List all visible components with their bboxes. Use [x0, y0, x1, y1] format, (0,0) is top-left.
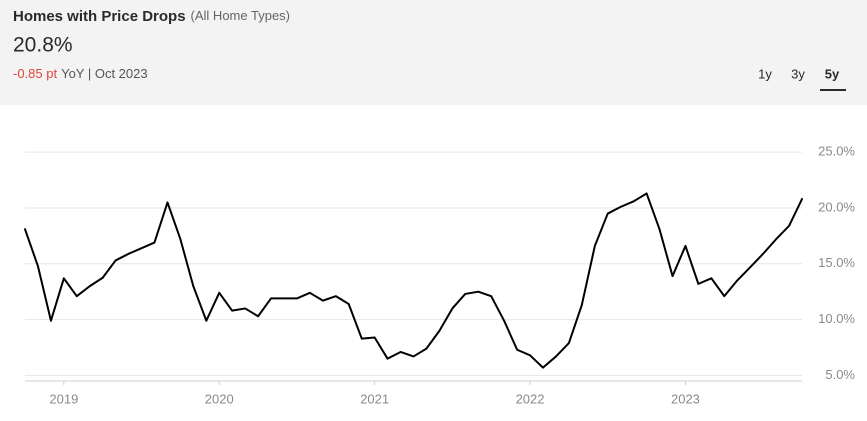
x-tick-label: 2022 — [516, 391, 545, 406]
header-value: 20.8% — [13, 34, 73, 57]
y-tick-label: 20.0% — [818, 199, 855, 214]
subtitle: (All Home Types) — [191, 8, 290, 23]
x-tick-label: 2021 — [360, 391, 389, 406]
x-tick-label: 2023 — [671, 391, 700, 406]
change: -0.85 pt — [13, 66, 57, 81]
header-change-line: -0.85 pt YoY | Oct 2023 — [13, 66, 148, 81]
header-title: Homes with Price Drops (All Home Types) — [13, 8, 290, 25]
y-tick-label: 5.0% — [825, 367, 855, 382]
x-tick-label: 2020 — [205, 391, 234, 406]
range-button[interactable]: 1y — [758, 66, 772, 81]
range-button[interactable]: 5y — [825, 66, 840, 81]
y-tick-label: 15.0% — [818, 255, 855, 270]
y-tick-label: 10.0% — [818, 311, 855, 326]
range-button[interactable]: 3y — [791, 66, 805, 81]
header-background — [0, 0, 867, 105]
y-tick-label: 25.0% — [818, 144, 855, 159]
change-note: YoY | Oct 2023 — [61, 66, 148, 81]
plot: 5.0% 10.0% 15.0% 20.0% 25.0% 2019 2020 2021 2022… — [24, 144, 855, 406]
x-tick-label: 2019 — [49, 391, 78, 406]
data-line — [24, 192, 803, 369]
title: Homes with Price Drops — [13, 8, 186, 25]
range-buttons: 1y 3y 5y — [758, 66, 846, 91]
